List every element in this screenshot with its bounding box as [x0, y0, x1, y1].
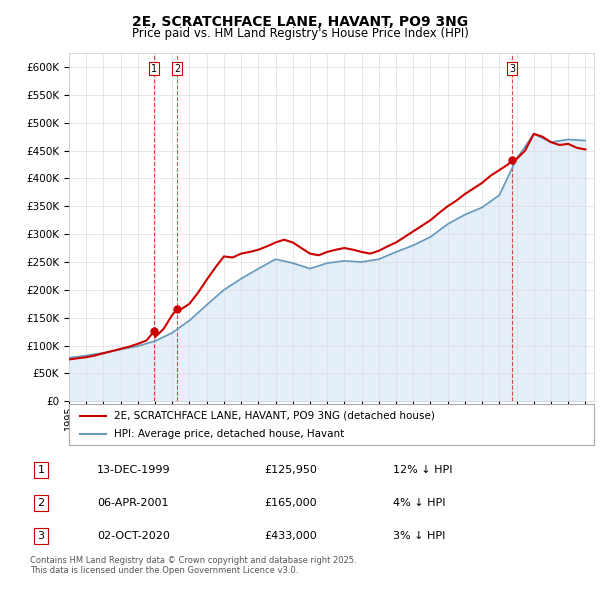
- Text: 1: 1: [151, 64, 157, 74]
- Text: 1: 1: [38, 465, 44, 475]
- Text: 2: 2: [38, 498, 45, 508]
- Text: 02-OCT-2020: 02-OCT-2020: [97, 531, 170, 541]
- Text: 12% ↓ HPI: 12% ↓ HPI: [392, 465, 452, 475]
- Text: £125,950: £125,950: [265, 465, 317, 475]
- Text: 2E, SCRATCHFACE LANE, HAVANT, PO9 3NG: 2E, SCRATCHFACE LANE, HAVANT, PO9 3NG: [132, 15, 468, 29]
- Text: £165,000: £165,000: [265, 498, 317, 508]
- Text: 2E, SCRATCHFACE LANE, HAVANT, PO9 3NG (detached house): 2E, SCRATCHFACE LANE, HAVANT, PO9 3NG (d…: [113, 411, 434, 421]
- Text: 3: 3: [509, 64, 515, 74]
- Text: 2: 2: [174, 64, 180, 74]
- Text: HPI: Average price, detached house, Havant: HPI: Average price, detached house, Hava…: [113, 429, 344, 439]
- Text: 3: 3: [38, 531, 44, 541]
- FancyBboxPatch shape: [69, 404, 594, 445]
- Text: Price paid vs. HM Land Registry's House Price Index (HPI): Price paid vs. HM Land Registry's House …: [131, 27, 469, 40]
- Text: 06-APR-2001: 06-APR-2001: [97, 498, 169, 508]
- Text: £433,000: £433,000: [265, 531, 317, 541]
- Text: 4% ↓ HPI: 4% ↓ HPI: [392, 498, 445, 508]
- Text: 13-DEC-1999: 13-DEC-1999: [97, 465, 170, 475]
- Text: Contains HM Land Registry data © Crown copyright and database right 2025.
This d: Contains HM Land Registry data © Crown c…: [30, 556, 356, 575]
- Text: 3% ↓ HPI: 3% ↓ HPI: [392, 531, 445, 541]
